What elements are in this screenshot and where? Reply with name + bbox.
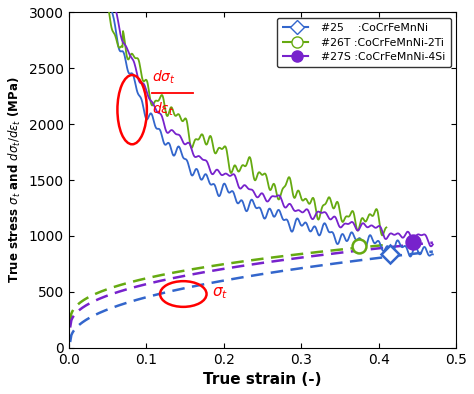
- Legend: #25    :CoCrFeMnNi, #26T :CoCrFeMnNi-2Ti, #27S :CoCrFeMnNi-4Si: #25 :CoCrFeMnNi, #26T :CoCrFeMnNi-2Ti, #…: [277, 18, 451, 67]
- Text: $d\varepsilon_t$: $d\varepsilon_t$: [152, 101, 175, 118]
- Y-axis label: True stress $\sigma_t$ and $d\sigma_t/d\varepsilon_t$ (MPa): True stress $\sigma_t$ and $d\sigma_t/d\…: [7, 77, 23, 283]
- Text: $d\sigma_t$: $d\sigma_t$: [152, 69, 176, 86]
- Text: $\sigma_t$: $\sigma_t$: [212, 285, 228, 301]
- X-axis label: True strain (-): True strain (-): [203, 372, 321, 387]
